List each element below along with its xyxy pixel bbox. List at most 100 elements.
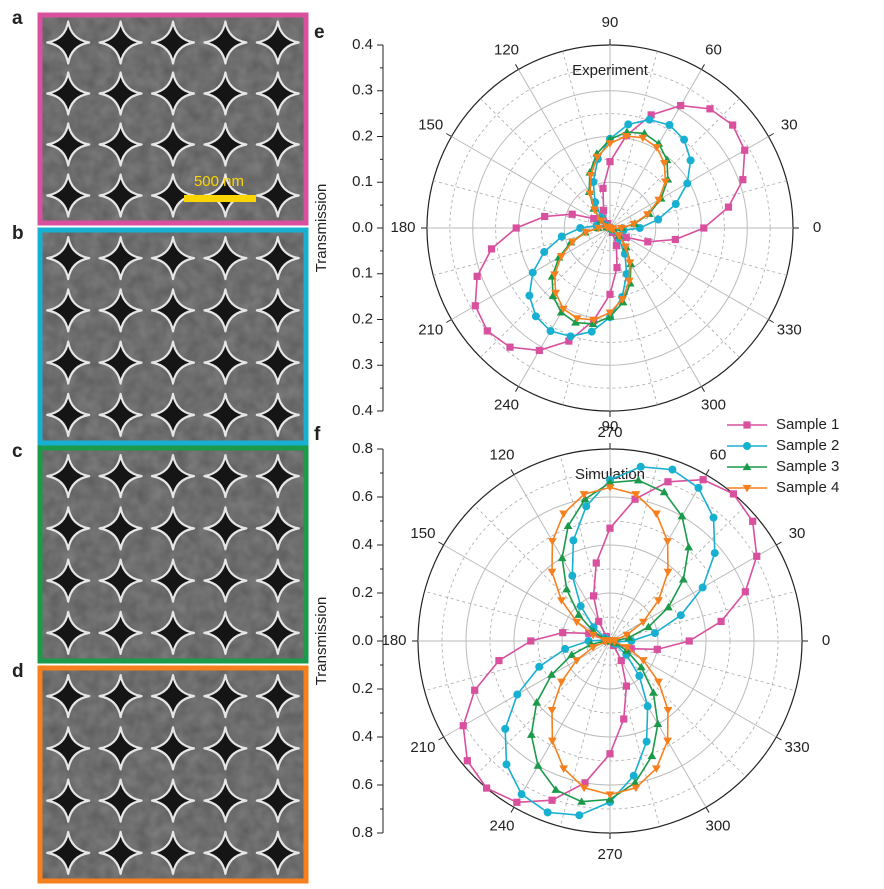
data-point (568, 238, 577, 247)
legend-marker (742, 484, 752, 493)
legend-label: Sample 4 (776, 479, 839, 496)
annotation: Experiment (572, 62, 649, 79)
data-point (622, 682, 631, 690)
data-point (594, 224, 603, 233)
cross-hole (98, 506, 143, 551)
data-point (638, 134, 648, 143)
cross-hole (203, 454, 248, 499)
data-point (644, 238, 652, 246)
data-point (566, 332, 575, 341)
data-point (617, 656, 625, 665)
y-tick-label: 0.0 (352, 632, 373, 649)
cross-hole (255, 392, 300, 437)
data-point (502, 760, 511, 769)
cross-hole (255, 71, 300, 116)
data-point (647, 111, 655, 119)
cross-hole (203, 20, 248, 65)
data-point (663, 538, 672, 546)
grid-spoke (609, 544, 777, 642)
data-point (593, 153, 602, 162)
data-point (643, 702, 652, 711)
cross-hole (255, 288, 300, 333)
data-point (585, 629, 593, 637)
angle-tick (701, 386, 705, 392)
data-point (605, 484, 615, 492)
data-point (709, 513, 718, 522)
y-tick-label: 0.3 (352, 356, 373, 373)
data-point (595, 617, 603, 626)
grid-spoke-minor (609, 504, 747, 642)
data-point (654, 597, 663, 605)
y-tick-label: 0.1 (352, 173, 373, 190)
data-point (650, 629, 659, 638)
grid-spoke-minor (609, 227, 787, 276)
data-point (558, 305, 568, 314)
data-point (562, 584, 572, 593)
data-point (741, 146, 749, 154)
data-point (525, 291, 534, 300)
data-point (664, 602, 673, 611)
panel-letter: b (12, 223, 24, 244)
data-point (581, 229, 591, 237)
data-point (528, 268, 537, 277)
legend-marker (742, 462, 752, 471)
grid-spoke (513, 640, 611, 808)
y-tick-label: 0.2 (352, 680, 373, 697)
cross-hole (46, 71, 91, 116)
data-point (676, 611, 685, 620)
data-point (635, 671, 644, 680)
angle-tick (510, 469, 515, 475)
cross-hole (98, 558, 143, 603)
data-point (576, 602, 585, 611)
cross-hole (150, 830, 196, 875)
angle-tick-label: 0 (813, 219, 821, 236)
y-tick-label: 0.2 (352, 310, 373, 327)
cross-hole (203, 340, 248, 385)
annotation: Simulation (575, 466, 645, 483)
angle-tick-label: 120 (494, 41, 519, 58)
data-point (684, 542, 694, 551)
data-point (660, 160, 669, 168)
data-point (531, 312, 540, 321)
data-point (543, 808, 552, 817)
cross-hole (255, 454, 300, 499)
panel-frame (37, 227, 309, 446)
data-point (610, 638, 619, 647)
data-point (640, 129, 649, 137)
data-point (659, 487, 669, 496)
cross-hole (150, 340, 196, 385)
cross-hole (98, 778, 143, 823)
data-point (588, 631, 598, 640)
data-point (647, 751, 657, 760)
data-point (548, 796, 556, 804)
angle-tick (776, 736, 782, 741)
cross-hole (46, 506, 91, 551)
cross-hole (46, 778, 91, 823)
cross-hole (98, 71, 143, 116)
grid-spoke (609, 474, 707, 642)
data-point (654, 678, 663, 687)
cross-hole (98, 674, 143, 719)
y-tick-label: 0.2 (352, 584, 373, 601)
data-point (551, 289, 560, 298)
grid-spoke-minor (480, 227, 611, 358)
panel-frame (37, 12, 309, 226)
panel-frame (37, 665, 309, 884)
angle-tick-label: 0 (822, 632, 830, 649)
cross-hole (150, 610, 196, 655)
y-tick-label: 0.8 (352, 440, 373, 457)
grid-spoke-minor (559, 455, 611, 642)
data-point (548, 291, 558, 300)
data-point (557, 597, 566, 605)
data-point (606, 290, 614, 298)
data-point (589, 592, 598, 600)
y-tick-label: 0.0 (352, 219, 373, 236)
angle-tick-label: 330 (777, 321, 802, 338)
cross-hole (150, 20, 196, 65)
data-point (473, 272, 481, 280)
data-point (664, 478, 672, 486)
data-point (631, 495, 639, 503)
data-point (540, 247, 549, 256)
data-point (579, 491, 589, 499)
cross-hole (203, 830, 248, 875)
